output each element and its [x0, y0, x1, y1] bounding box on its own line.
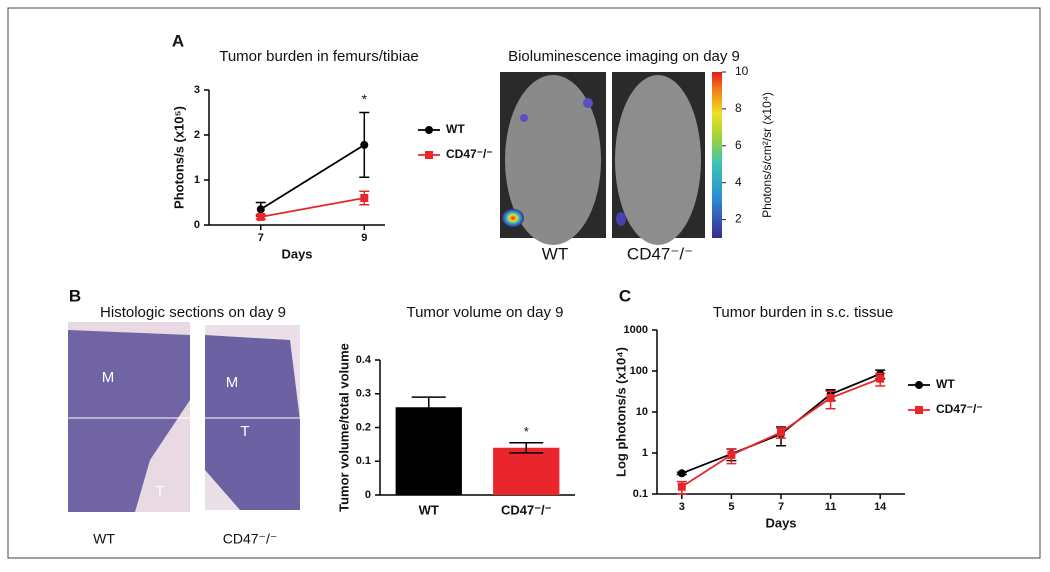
marker	[425, 151, 433, 159]
series-line	[260, 144, 365, 211]
chart-title: Tumor volume on day 9	[406, 304, 563, 321]
bar	[493, 447, 560, 495]
y-axis-label: Photons/s (x10⁵)	[171, 106, 186, 209]
chart-title: Tumor burden in femurs/tibiae	[219, 48, 419, 65]
x-tick-label: 7	[778, 501, 784, 513]
marker	[777, 428, 785, 437]
marker	[677, 469, 686, 478]
marker	[826, 393, 835, 402]
marker	[256, 205, 265, 214]
region-label: M	[102, 369, 115, 386]
y-tick-label: 0.1	[356, 455, 371, 467]
y-tick-label: 0.1	[633, 488, 648, 500]
panel-label: C	[619, 286, 631, 305]
x-tick-label: CD47⁻/⁻	[501, 502, 552, 517]
image-label: WT	[93, 531, 115, 547]
x-tick-label: 7	[258, 232, 264, 244]
y-tick-label: 2	[194, 129, 200, 141]
frame	[7, 7, 1041, 559]
y-tick-label: 1000	[624, 324, 648, 336]
legend-label: WT	[446, 122, 465, 136]
y-tick-label: 0.3	[356, 388, 371, 400]
legend-label: WT	[936, 377, 955, 391]
region-label: T	[155, 483, 164, 500]
error-bar	[411, 396, 446, 419]
tissue	[68, 330, 190, 512]
signal	[583, 98, 593, 108]
x-tick-label: 11	[825, 501, 837, 513]
x-tick-label: 3	[679, 501, 685, 513]
error-bar	[509, 441, 544, 454]
chart-title: Tumor burden in s.c. tissue	[713, 304, 893, 321]
region-label: M	[226, 374, 239, 391]
x-axis-label: Days	[281, 246, 312, 261]
image-label: CD47⁻/⁻	[223, 531, 277, 547]
y-tick-label: 0.2	[356, 421, 371, 433]
x-tick-label: 5	[728, 501, 734, 513]
series-line	[681, 373, 881, 475]
y-tick-label: 1	[642, 447, 648, 459]
marker	[876, 374, 885, 383]
y-tick-label: 1	[194, 174, 200, 186]
y-axis-label: Tumor volume/total volume	[336, 343, 351, 512]
marker	[915, 406, 923, 414]
signal	[616, 212, 626, 226]
legend-label: CD47⁻/⁻	[446, 147, 493, 161]
image-label: WT	[542, 244, 568, 263]
region-label: T	[240, 423, 249, 440]
marker	[360, 194, 369, 202]
marker	[256, 212, 265, 221]
signal	[502, 209, 524, 227]
colorbar-tick-label: 8	[735, 101, 742, 115]
y-tick-label: 0.4	[356, 354, 372, 366]
panel-label: B	[69, 286, 81, 305]
colorbar-tick-label: 4	[735, 175, 742, 189]
colorbar-tick-label: 10	[735, 64, 749, 78]
colorbar	[712, 72, 722, 238]
panel-label: A	[172, 31, 184, 50]
image-title: Histologic sections on day 9	[100, 304, 286, 321]
series-line	[260, 197, 365, 218]
x-tick-label: 14	[874, 501, 887, 513]
marker	[360, 140, 369, 149]
bar	[395, 407, 462, 495]
colorbar-label: Photons/s/cm²/sr (x10⁴)	[760, 92, 774, 218]
mouse-body	[615, 75, 701, 245]
marker	[677, 482, 686, 491]
signal	[520, 114, 528, 122]
annotation: *	[524, 424, 529, 439]
x-tick-label: 9	[361, 232, 367, 244]
annotation: *	[362, 91, 368, 107]
y-tick-label: 0	[194, 219, 200, 231]
tissue	[205, 335, 300, 510]
y-tick-label: 3	[194, 84, 200, 96]
marker	[727, 450, 736, 459]
x-tick-label: WT	[419, 502, 439, 517]
legend-label: CD47⁻/⁻	[936, 402, 983, 416]
y-axis-label: Log photons/s (x10⁴)	[613, 347, 628, 477]
image-title: Bioluminescence imaging on day 9	[508, 48, 740, 65]
y-tick-label: 10	[636, 406, 648, 418]
image-label: CD47⁻/⁻	[627, 244, 693, 263]
colorbar-tick-label: 2	[735, 212, 742, 226]
colorbar-tick-label: 6	[735, 138, 742, 152]
x-axis-label: Days	[765, 515, 796, 530]
mouse-body	[505, 75, 601, 245]
marker	[425, 126, 433, 134]
y-tick-label: 100	[630, 365, 648, 377]
marker	[915, 381, 923, 389]
y-tick-label: 0	[365, 489, 371, 501]
